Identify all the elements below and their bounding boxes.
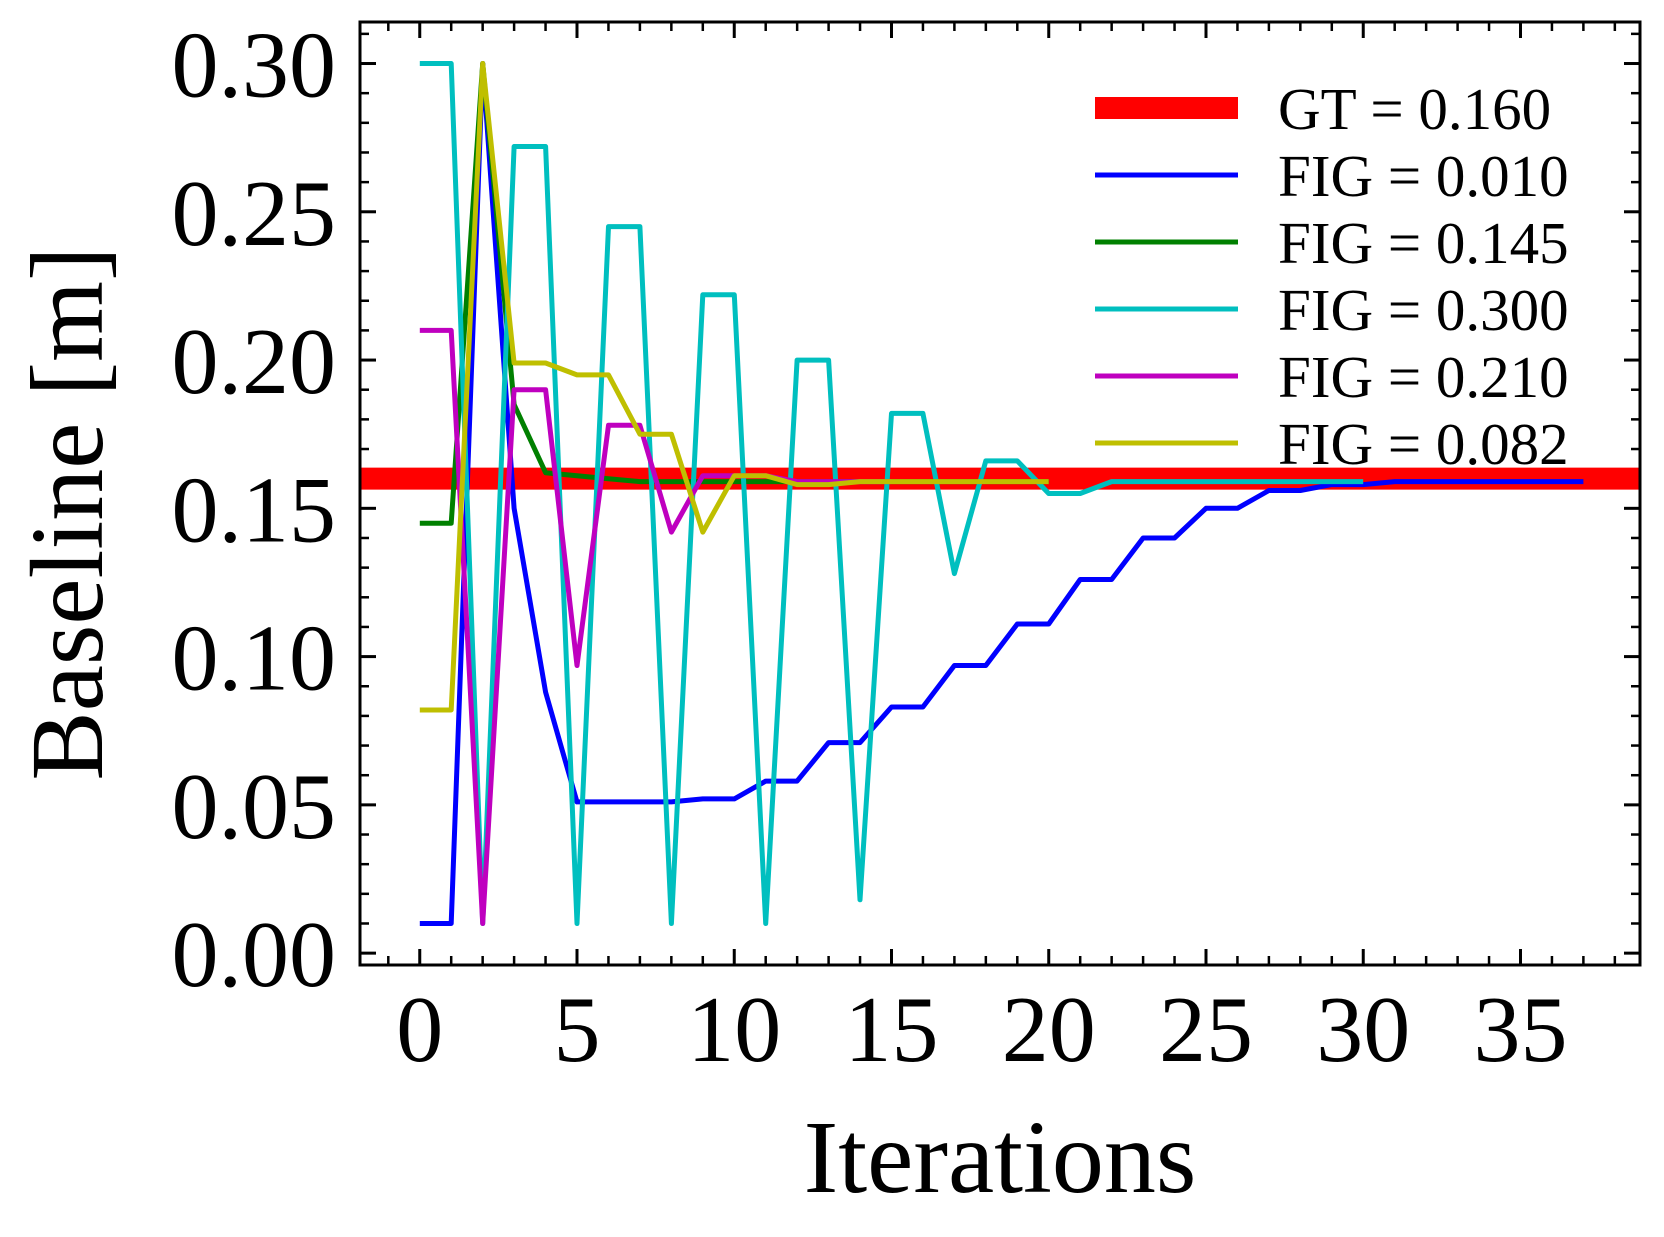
x-tick-label: 0: [396, 978, 443, 1082]
x-tick-label: 5: [554, 978, 601, 1082]
x-axis-label: Iterations: [804, 1100, 1197, 1215]
y-tick-label: 0.30: [172, 14, 337, 118]
x-tick-label: 15: [844, 978, 938, 1082]
y-tick-label: 0.10: [172, 607, 337, 711]
legend-label: FIG = 0.300: [1278, 277, 1569, 343]
legend-label: GT = 0.160: [1278, 76, 1551, 142]
series-line-3: [419, 61, 1364, 926]
legend-label: FIG = 0.082: [1278, 411, 1569, 477]
legend-label: FIG = 0.210: [1278, 344, 1569, 410]
tick-labels: 0 5 10 15 20 25 30 35 0.00 0.05 0.10 0.15 0.20 0.25 0.…: [172, 14, 1568, 1082]
x-tick-label: 25: [1159, 978, 1253, 1082]
x-tick-label: 30: [1316, 978, 1410, 1082]
x-tick-label: 35: [1473, 978, 1567, 1082]
y-tick-label: 0.05: [172, 755, 337, 859]
plot-frame: [358, 20, 1642, 967]
legend-label: FIG = 0.145: [1278, 210, 1569, 276]
y-tick-label: 0.15: [172, 458, 337, 562]
y-axis-label: Baseline [m]: [10, 246, 125, 780]
x-tick-label: 20: [1002, 978, 1096, 1082]
series-line-1: [419, 61, 1584, 926]
y-tick-label: 0.25: [172, 162, 337, 266]
y-tick-label: 0.00: [172, 903, 337, 1007]
series-line-5: [419, 61, 1049, 713]
series-line-4: [419, 327, 892, 926]
plot-series: [360, 61, 1640, 926]
y-tick-label: 0.20: [172, 310, 337, 414]
x-tick-label: 10: [687, 978, 781, 1082]
legend-label: FIG = 0.010: [1278, 143, 1569, 209]
